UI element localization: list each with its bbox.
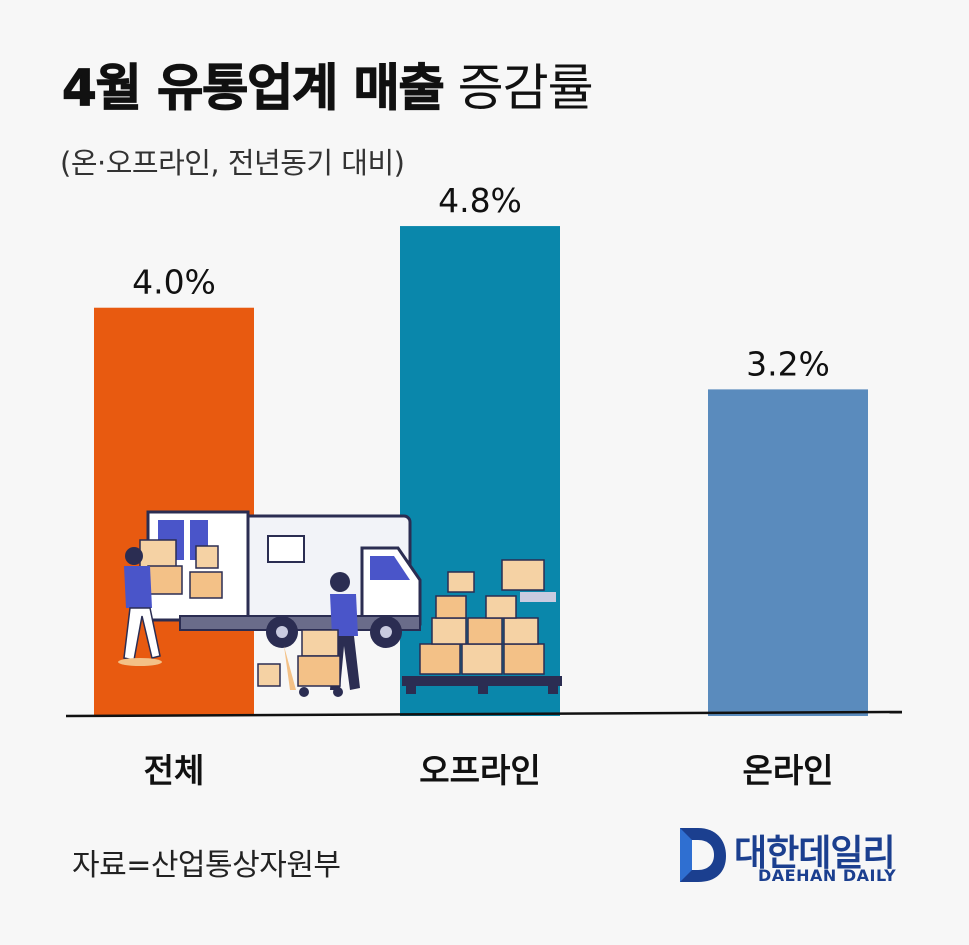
category-label-3: 온라인 (742, 751, 833, 790)
bar-3 (708, 389, 868, 716)
value-label-2: 4.8% (438, 181, 522, 220)
brand-logo: 대한데일리 DAEHAN DAILY (676, 822, 916, 892)
x-axis-baseline (65, 710, 903, 718)
delivery-truck-illustration (118, 510, 562, 697)
title-light: 증감률 (457, 59, 594, 117)
brand-name-ko: 대한데일리 (734, 833, 896, 874)
chart-subtitle: (온·오프라인, 전년동기 대비) (60, 146, 405, 180)
category-labels-group: 전체 오프라인 온라인 (144, 751, 834, 790)
value-label-3: 3.2% (746, 344, 830, 383)
title-bold: 4월 유통업계 매출 (61, 58, 445, 117)
value-labels-group: 4.0% 4.8% 3.2% (132, 181, 830, 383)
daehan-logo-icon (680, 828, 726, 882)
category-label-1: 전체 (144, 751, 205, 790)
chart-title: 4월 유통업계 매출 증감률 (61, 52, 594, 124)
source-note: 자료=산업통상자원부 (72, 848, 341, 883)
brand-name-en: DAEHAN DAILY (758, 866, 897, 885)
value-label-1: 4.0% (132, 263, 216, 302)
category-label-2: 오프라인 (419, 751, 540, 790)
